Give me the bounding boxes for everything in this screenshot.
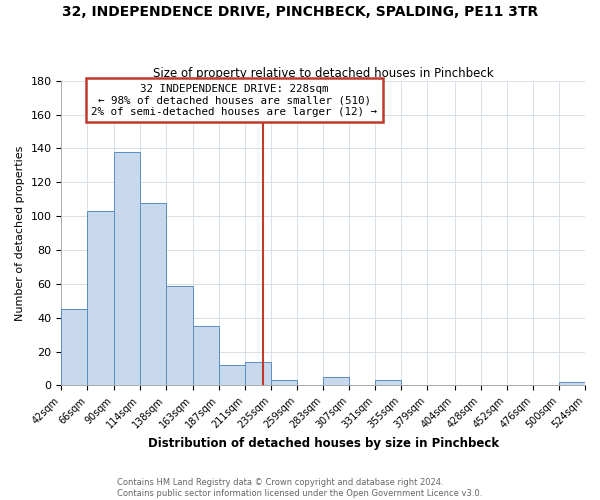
X-axis label: Distribution of detached houses by size in Pinchbeck: Distribution of detached houses by size … — [148, 437, 499, 450]
Bar — [271, 380, 297, 386]
Text: 32, INDEPENDENCE DRIVE, PINCHBECK, SPALDING, PE11 3TR: 32, INDEPENDENCE DRIVE, PINCHBECK, SPALD… — [62, 5, 538, 19]
Bar — [166, 286, 193, 386]
Bar — [88, 211, 113, 386]
Bar — [219, 365, 245, 386]
Bar — [193, 326, 219, 386]
Bar — [245, 362, 271, 386]
Y-axis label: Number of detached properties: Number of detached properties — [15, 146, 25, 320]
Title: Size of property relative to detached houses in Pinchbeck: Size of property relative to detached ho… — [153, 66, 494, 80]
Text: Contains HM Land Registry data © Crown copyright and database right 2024.
Contai: Contains HM Land Registry data © Crown c… — [118, 478, 482, 498]
Bar — [61, 309, 88, 386]
Bar — [376, 380, 401, 386]
Bar — [559, 382, 585, 386]
Bar — [113, 152, 140, 386]
Bar — [323, 377, 349, 386]
Text: 32 INDEPENDENCE DRIVE: 228sqm
← 98% of detached houses are smaller (510)
2% of s: 32 INDEPENDENCE DRIVE: 228sqm ← 98% of d… — [91, 84, 377, 117]
Bar — [140, 202, 166, 386]
